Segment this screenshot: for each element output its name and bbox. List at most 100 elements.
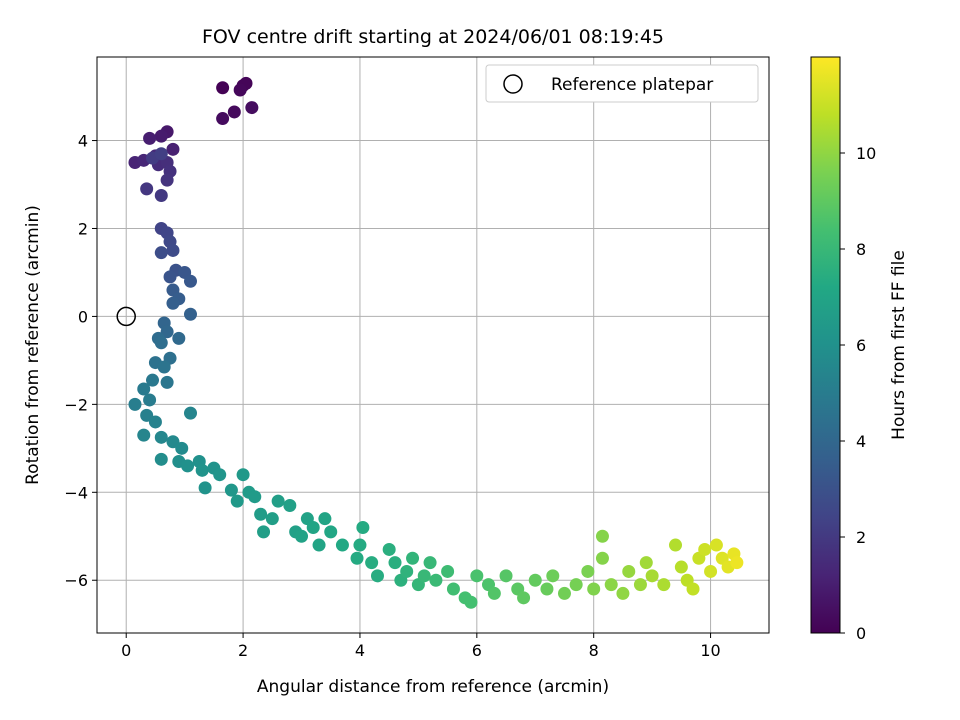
data-point	[595, 529, 609, 543]
data-point	[669, 538, 683, 552]
data-point	[248, 490, 262, 504]
data-point	[581, 564, 595, 578]
legend-label: Reference platepar	[551, 75, 713, 95]
data-point	[400, 564, 414, 578]
data-point	[595, 551, 609, 565]
data-point	[271, 494, 285, 508]
data-point	[370, 569, 384, 583]
data-point	[446, 582, 460, 596]
data-point	[146, 373, 160, 387]
data-point	[312, 538, 326, 552]
data-point	[698, 542, 712, 556]
data-point	[181, 459, 195, 473]
y-tick-label: −4	[64, 483, 88, 502]
data-point	[148, 415, 162, 429]
data-point	[350, 551, 364, 565]
y-tick-label: −6	[64, 571, 88, 590]
data-point	[441, 564, 455, 578]
data-point	[406, 551, 420, 565]
y-tick-label: 2	[78, 219, 88, 238]
data-point	[569, 578, 583, 592]
data-point	[154, 430, 168, 444]
chart-title: FOV centre drift starting at 2024/06/01 …	[202, 26, 664, 48]
data-point	[730, 556, 744, 570]
data-point	[622, 564, 636, 578]
data-point	[674, 560, 688, 574]
data-point	[487, 586, 501, 600]
data-point	[216, 81, 230, 95]
data-point	[423, 556, 437, 570]
grid-lines	[97, 57, 769, 633]
data-point	[517, 591, 531, 605]
x-tick-label: 6	[472, 641, 482, 660]
data-point	[154, 189, 168, 203]
data-point	[154, 452, 168, 466]
data-point	[128, 397, 142, 411]
legend: Reference platepar	[485, 64, 759, 103]
data-point	[233, 83, 247, 97]
data-point	[198, 481, 212, 495]
data-point	[163, 270, 177, 284]
colorbar-gradient	[810, 56, 841, 634]
y-axis-label: Rotation from reference (arcmin)	[23, 205, 43, 485]
data-point	[306, 520, 320, 534]
data-point	[175, 441, 189, 455]
data-point	[645, 569, 659, 583]
colorbar: 0 2 4 6 8 10 Hours from first FF file	[810, 56, 909, 643]
data-point	[295, 529, 309, 543]
data-point	[382, 542, 396, 556]
axis-ticks: 0 2 4 6 8 10 −6 −4 −2 0 2 4	[64, 132, 720, 660]
data-point	[216, 112, 230, 126]
data-point	[257, 525, 271, 539]
data-point	[417, 569, 431, 583]
data-point	[528, 573, 542, 587]
y-tick-label: 0	[78, 307, 88, 326]
data-point	[639, 556, 653, 570]
data-point	[324, 525, 338, 539]
data-point	[709, 538, 723, 552]
reference-point-marker	[116, 306, 136, 327]
data-point	[154, 129, 168, 143]
data-point	[236, 468, 250, 482]
data-point	[195, 463, 209, 477]
y-tick-label: 4	[78, 132, 88, 151]
data-point	[587, 582, 601, 596]
data-point	[499, 569, 513, 583]
x-tick-label: 4	[355, 641, 365, 660]
data-point	[140, 182, 154, 196]
data-point	[616, 586, 630, 600]
data-point	[227, 105, 241, 119]
data-point	[704, 564, 718, 578]
data-point	[540, 582, 554, 596]
data-point	[265, 512, 279, 526]
data-point	[254, 507, 268, 521]
colorbar-tick-label: 2	[856, 528, 866, 547]
data-point	[657, 578, 671, 592]
data-point	[464, 595, 478, 609]
data-point	[230, 494, 244, 508]
data-point	[365, 556, 379, 570]
data-point	[245, 101, 259, 115]
data-point	[172, 331, 186, 345]
legend-box	[485, 64, 759, 103]
data-point	[154, 147, 168, 161]
data-point	[557, 586, 571, 600]
data-point	[429, 573, 443, 587]
data-point	[356, 520, 370, 534]
colorbar-tick-label: 8	[856, 240, 866, 259]
colorbar-tick-label: 10	[856, 144, 876, 163]
data-point	[166, 243, 180, 257]
data-point	[137, 382, 151, 396]
data-point	[183, 307, 197, 321]
data-point	[224, 483, 238, 497]
data-point	[143, 393, 157, 407]
data-point	[633, 578, 647, 592]
x-tick-label: 0	[121, 641, 131, 660]
data-point	[470, 569, 484, 583]
data-point	[546, 569, 560, 583]
data-point	[686, 582, 700, 596]
data-point	[143, 131, 157, 145]
colorbar-tick-label: 6	[856, 336, 866, 355]
data-point	[335, 538, 349, 552]
